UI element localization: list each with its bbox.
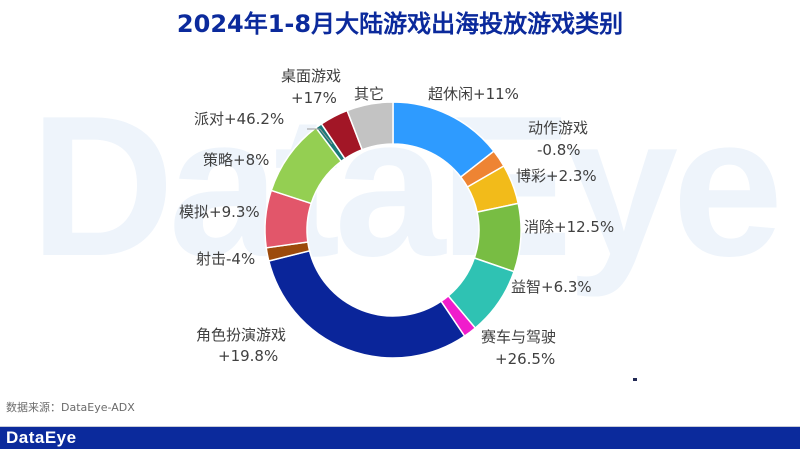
slice-label: 超休闲+11% [428, 85, 519, 103]
slice-label: +26.5% [495, 350, 556, 368]
donut-slices [264, 101, 522, 359]
slice-label: 模拟+9.3% [179, 203, 260, 221]
footer-bar: DataEye [0, 426, 800, 449]
slice-label: 赛车与驾驶 [481, 328, 557, 346]
slice-label: 博彩+2.3% [516, 167, 597, 185]
slice-label: 益智+6.3% [511, 278, 592, 296]
corner-mark-icon [633, 378, 637, 381]
slice-label: +19.8% [218, 347, 279, 365]
slice-label: +17% [291, 89, 337, 107]
data-source-note: 数据来源：DataEye-ADX [6, 401, 135, 414]
slice-label: 其它 [354, 85, 385, 103]
chart-title: 2024年1-8月大陆游戏出海投放游戏类别 [176, 10, 624, 38]
slice-label: 策略+8% [203, 151, 270, 169]
slice-label: 桌面游戏 [281, 67, 342, 85]
slice-label: -0.8% [537, 141, 581, 159]
party-leader-line-diag [319, 128, 333, 145]
donut-slice [346, 101, 394, 151]
donut-slice [267, 249, 466, 359]
footer-logo: DataEye [6, 428, 77, 447]
slice-label: 动作游戏 [528, 119, 589, 137]
slice-label: 射击-4% [196, 250, 256, 268]
slice-label: 消除+12.5% [524, 218, 615, 236]
slice-label: 派对+46.2% [194, 110, 285, 128]
slice-label: 角色扮演游戏 [196, 326, 287, 344]
